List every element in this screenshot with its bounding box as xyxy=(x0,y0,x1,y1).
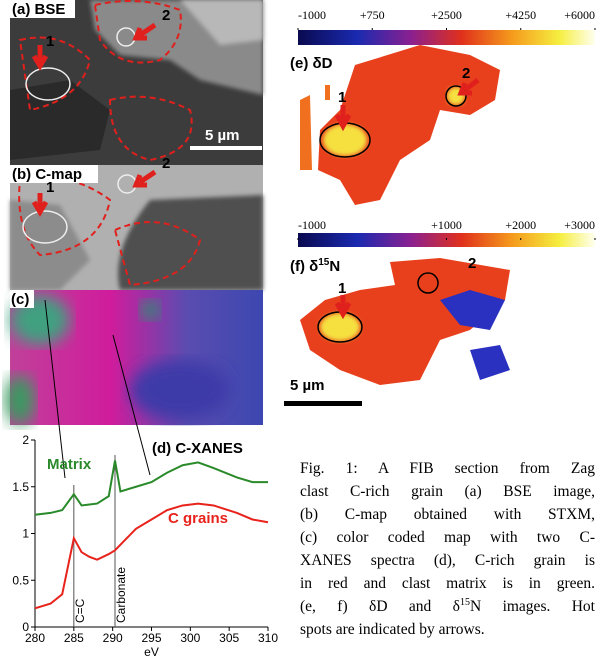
caption-line: in red and clast matrix is in green. xyxy=(300,572,595,595)
caption-line: (b) C-map obtained with STXM, xyxy=(300,503,595,526)
panel-label: (c) xyxy=(11,291,29,308)
marker: 2 xyxy=(162,155,170,172)
panel-label: (f) δ15N xyxy=(290,257,340,275)
colorbar-tick-label: -1000 xyxy=(298,8,326,22)
marker: 2 xyxy=(162,7,170,24)
y-tick-label: 1.5 xyxy=(12,480,29,494)
marker: 1 xyxy=(46,179,54,196)
colorbar-tick-label: +6000 xyxy=(564,8,595,22)
x-axis-label: eV xyxy=(144,645,159,657)
colorbar xyxy=(298,30,595,45)
colorbar-tick-label: +750 xyxy=(360,8,385,22)
x-tick-label: 280 xyxy=(25,631,45,645)
caption-line: (c) color coded map with two C- xyxy=(300,526,595,549)
x-tick-label: 300 xyxy=(180,631,200,645)
caption-line: (e, f) δD and δ15N images. Hot xyxy=(300,595,595,618)
colorbar-tick-label: +3000 xyxy=(564,218,595,232)
scale-label: 5 µm xyxy=(290,377,325,394)
caption: Fig. 1: A FIB section from Zag clast C-r… xyxy=(300,457,595,641)
legend-label: Matrix xyxy=(47,456,92,473)
colorbar-tick-label: -1000 xyxy=(298,218,326,232)
panel-label: (e) δD xyxy=(290,55,333,72)
caption-line: XANES spectra (d), C-rich grain is xyxy=(300,549,595,572)
label-part: N xyxy=(329,258,340,275)
caption-sup: 15 xyxy=(460,597,470,608)
series-line xyxy=(35,504,268,609)
marker: 1 xyxy=(338,280,346,297)
panel-label: (a) BSE xyxy=(12,1,65,18)
x-tick-label: 285 xyxy=(64,631,84,645)
marker: 2 xyxy=(468,255,476,272)
colorbar-tick-label: +2000 xyxy=(505,218,536,232)
annotation: C=C xyxy=(73,598,87,623)
colorbar-tick-label: +1000 xyxy=(431,218,462,232)
y-tick-label: 0.5 xyxy=(12,573,29,587)
chart-title: (d) C-XANES xyxy=(152,440,243,457)
colorbar-tick-label: +2500 xyxy=(431,8,462,22)
label-sup: 15 xyxy=(318,257,330,268)
colorbar-tick-label: +4250 xyxy=(505,8,536,22)
x-tick-label: 295 xyxy=(141,631,161,645)
legend-label: C grains xyxy=(168,510,228,527)
caption-line: clast C-rich grain (a) BSE image, xyxy=(300,480,595,503)
y-tick-label: 1 xyxy=(22,527,29,541)
y-tick-label: 2 xyxy=(22,433,29,447)
marker: 1 xyxy=(46,33,54,50)
caption-part: N images. Hot xyxy=(470,598,595,615)
x-tick-label: 310 xyxy=(258,631,278,645)
x-tick-label: 290 xyxy=(103,631,123,645)
scale-label: 5 µm xyxy=(205,127,240,144)
page: (a) BSE 1 2 5 µm (b) C-map 1 2 (c) -1000… xyxy=(0,0,603,657)
marker: 2 xyxy=(462,65,470,82)
label-part: (f) δ xyxy=(290,258,318,275)
annotation: Carbonate xyxy=(114,567,128,623)
marker: 1 xyxy=(338,89,346,106)
caption-line: Fig. 1: A FIB section from Zag xyxy=(300,457,595,480)
x-tick-label: 305 xyxy=(219,631,239,645)
caption-line: spots are indicated by arrows. xyxy=(300,618,595,641)
caption-part: (e, f) δD and δ xyxy=(300,598,460,615)
